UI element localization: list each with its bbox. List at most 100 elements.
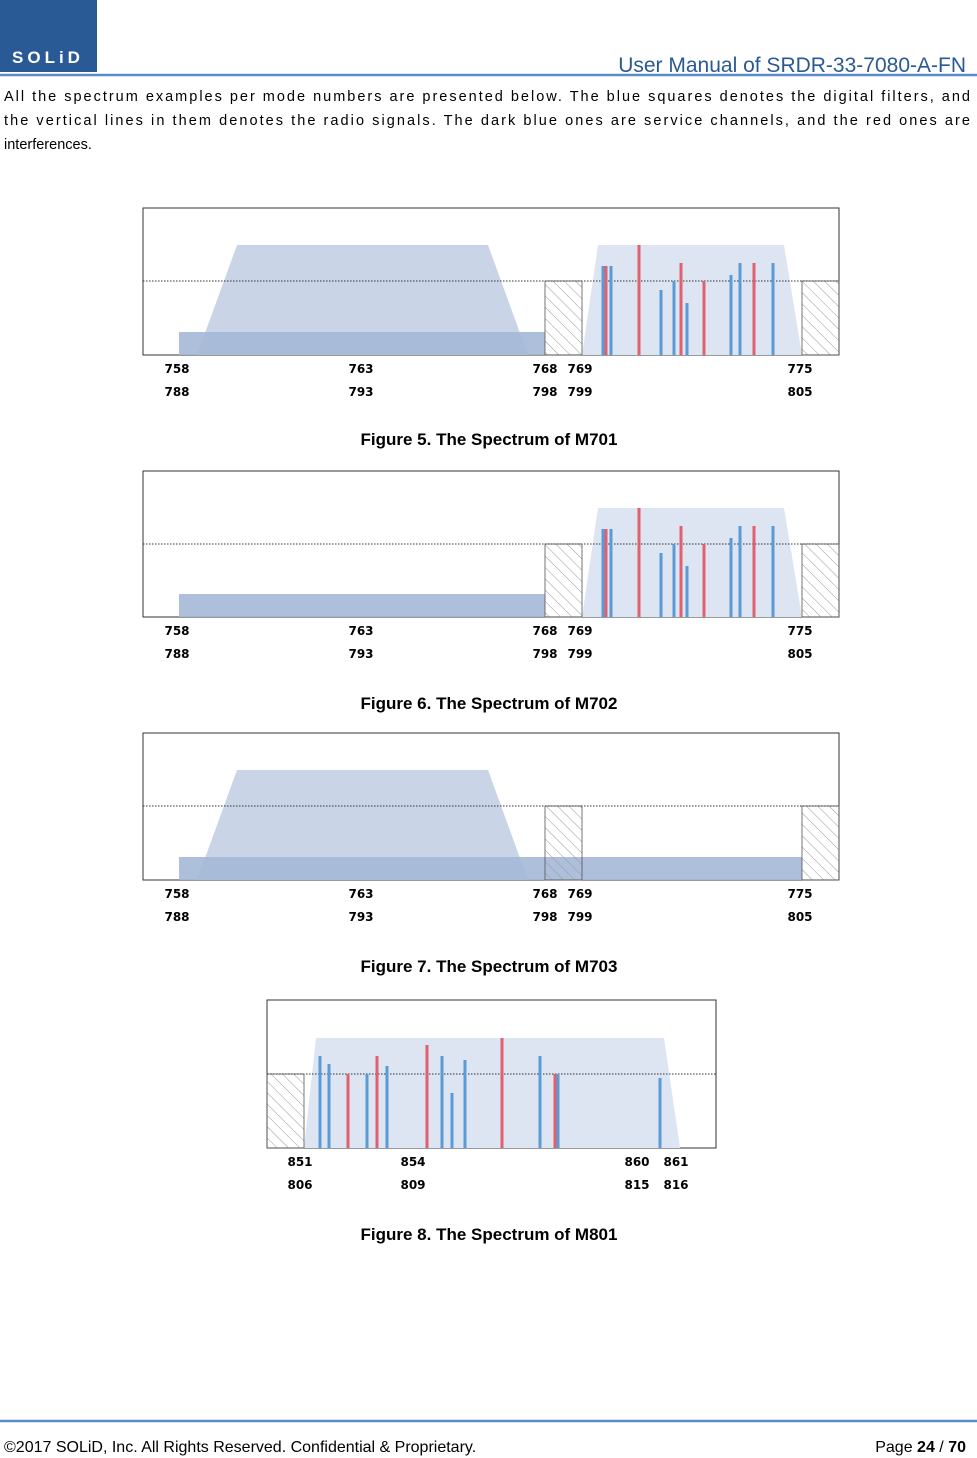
- logo: SOLiD: [12, 48, 84, 67]
- service-band: [179, 594, 545, 617]
- signal: [425, 1045, 429, 1148]
- figure-caption: Figure 5. The Spectrum of M701: [361, 430, 618, 449]
- signal: [604, 266, 608, 355]
- figure-caption: Figure 7. The Spectrum of M703: [361, 957, 618, 976]
- service-band: [179, 332, 545, 355]
- freq-label: 788: [164, 910, 189, 924]
- guard-band: [544, 805, 583, 881]
- guard-band: [801, 805, 840, 881]
- freq-label: 854: [400, 1155, 425, 1169]
- freq-label: 798: [532, 910, 557, 924]
- signal: [500, 1038, 504, 1148]
- page-total: 70: [948, 1439, 966, 1456]
- freq-label: 815: [624, 1178, 649, 1192]
- freq-label: 798: [532, 385, 557, 399]
- signal: [327, 1064, 331, 1148]
- freq-label: 763: [348, 362, 373, 376]
- freq-label: 805: [787, 647, 812, 661]
- filter-shape: [582, 508, 802, 617]
- signal: [672, 544, 676, 617]
- signal: [752, 263, 756, 355]
- freq-label: 758: [164, 362, 189, 376]
- freq-label: 799: [567, 647, 592, 661]
- freq-label: 788: [164, 647, 189, 661]
- freq-label: 768: [532, 624, 557, 638]
- freq-label: 763: [348, 887, 373, 901]
- page-sep: /: [939, 1439, 944, 1456]
- signal: [659, 553, 663, 617]
- freq-label: 769: [567, 624, 592, 638]
- guard-band: [801, 280, 840, 356]
- page-current: 24: [917, 1439, 935, 1456]
- signal: [702, 544, 706, 617]
- signal: [729, 275, 733, 355]
- freq-label: 816: [663, 1178, 688, 1192]
- freq-label: 758: [164, 887, 189, 901]
- freq-label: 798: [532, 647, 557, 661]
- intro-line: interferences.: [4, 137, 92, 153]
- signal: [346, 1074, 350, 1148]
- signal: [752, 526, 756, 617]
- page-label: Page: [875, 1439, 912, 1456]
- signal: [385, 1066, 389, 1148]
- freq-label: 775: [787, 887, 812, 901]
- freq-label: 806: [287, 1178, 312, 1192]
- intro-line: All the spectrum examples per mode numbe…: [4, 89, 970, 105]
- freq-label: 805: [787, 910, 812, 924]
- intro-line: the vertical lines in them denotes the r…: [4, 113, 970, 129]
- signal: [738, 526, 742, 617]
- freq-label: 768: [532, 362, 557, 376]
- signal: [672, 281, 676, 355]
- signal: [553, 1074, 557, 1148]
- signal: [375, 1056, 379, 1148]
- figure-caption: Figure 6. The Spectrum of M702: [361, 694, 618, 713]
- signal: [450, 1093, 454, 1148]
- freq-label: 775: [787, 362, 812, 376]
- signal: [637, 245, 641, 355]
- signal: [637, 508, 641, 617]
- freq-label: 793: [348, 647, 373, 661]
- freq-label: 861: [663, 1155, 688, 1169]
- signal: [604, 529, 608, 617]
- signal: [771, 263, 775, 355]
- signal: [685, 566, 689, 617]
- signal: [679, 526, 683, 617]
- freq-label: 851: [287, 1155, 312, 1169]
- service-band: [179, 857, 802, 880]
- figure-caption: Figure 8. The Spectrum of M801: [361, 1225, 618, 1244]
- signal: [702, 281, 706, 355]
- freq-label: 799: [567, 385, 592, 399]
- signal: [463, 1060, 467, 1148]
- freq-label: 763: [348, 624, 373, 638]
- freq-label: 758: [164, 624, 189, 638]
- freq-label: 769: [567, 887, 592, 901]
- guard-band: [266, 1073, 305, 1149]
- signal: [738, 263, 742, 355]
- freq-label: 860: [624, 1155, 649, 1169]
- signal: [609, 529, 613, 617]
- freq-label: 768: [532, 887, 557, 901]
- signal: [365, 1074, 369, 1148]
- signal: [659, 290, 663, 355]
- filter-shape: [304, 1038, 680, 1148]
- signal: [771, 526, 775, 617]
- signal: [679, 263, 683, 355]
- copyright: ©2017 SOLiD, Inc. All Rights Reserved. C…: [4, 1439, 476, 1456]
- freq-label: 788: [164, 385, 189, 399]
- signal: [556, 1074, 560, 1148]
- filter-shape: [197, 770, 528, 880]
- signal: [440, 1056, 444, 1148]
- signal: [601, 529, 605, 617]
- signal: [658, 1078, 662, 1148]
- logo-box: [0, 0, 97, 72]
- filter-shape: [197, 245, 528, 355]
- freq-label: 793: [348, 910, 373, 924]
- signal: [609, 266, 613, 355]
- signal: [729, 538, 733, 617]
- freq-label: 769: [567, 362, 592, 376]
- guard-band: [544, 543, 583, 618]
- freq-label: 799: [567, 910, 592, 924]
- freq-label: 805: [787, 385, 812, 399]
- signal: [538, 1056, 542, 1148]
